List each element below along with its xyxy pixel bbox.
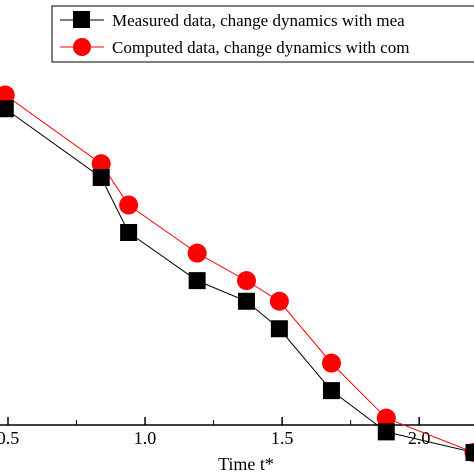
data-point-computed: [376, 408, 396, 428]
x-tick-label: 0.5: [0, 428, 19, 448]
data-point-computed: [0, 85, 15, 105]
legend-label-measured: Measured data, change dynamics with mea: [112, 11, 405, 30]
data-point-measured: [377, 423, 395, 441]
data-point-measured: [0, 100, 14, 118]
series-line-computed: [4, 94, 474, 453]
x-axis-title: Time t*: [218, 454, 274, 474]
x-tick-label: 1.0: [134, 428, 157, 448]
series-layer: [0, 85, 474, 462]
data-point-measured: [270, 320, 288, 338]
legend-marker-computed: [73, 38, 91, 56]
data-point-measured: [322, 382, 340, 400]
data-point-computed: [119, 195, 139, 215]
data-point-measured: [237, 292, 255, 310]
legend-marker-measured: [73, 11, 90, 28]
legend-box: [51, 5, 474, 63]
x-tick-label: 1.5: [271, 428, 294, 448]
data-point-measured: [120, 224, 138, 241]
data-point-measured: [188, 272, 206, 290]
data-point-computed: [269, 291, 289, 311]
legend-label-computed: Computed data, change dynamics with com: [112, 38, 409, 57]
data-point-computed: [236, 271, 256, 291]
data-point-computed: [187, 243, 207, 263]
data-point-computed: [321, 353, 341, 373]
data-point-measured: [92, 169, 110, 186]
data-point-computed: [91, 154, 111, 174]
x-ticks: 0.5 1.0 1.5 2.0: [0, 417, 430, 448]
legend: Measured data, change dynamics with mea …: [51, 5, 474, 63]
data-point-measured: [465, 444, 474, 461]
